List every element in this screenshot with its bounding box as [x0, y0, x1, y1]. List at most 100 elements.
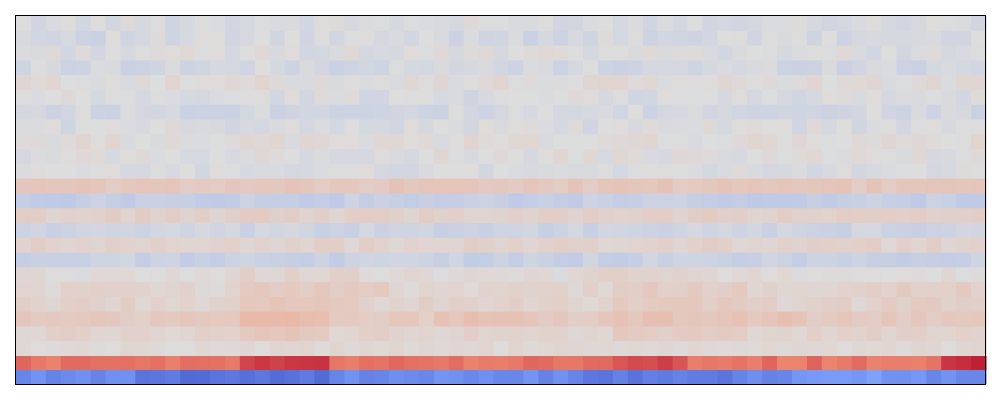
- heatmap-cell: [926, 282, 942, 298]
- heatmap-cell: [463, 208, 480, 224]
- heatmap-cell: [956, 222, 972, 239]
- heatmap-cell: [881, 222, 898, 239]
- heatmap-cell: [45, 178, 62, 194]
- heatmap-cell: [374, 45, 390, 61]
- heatmap-cell: [224, 45, 241, 61]
- heatmap-cell: [657, 30, 674, 47]
- heatmap-cell: [269, 282, 286, 298]
- heatmap-cell: [210, 45, 226, 61]
- heatmap-cell: [478, 282, 495, 298]
- heatmap-cell: [717, 178, 733, 194]
- heatmap-cell: [538, 119, 554, 135]
- heatmap-cell: [702, 119, 718, 135]
- heatmap-cell: [239, 208, 256, 224]
- heatmap-cell: [314, 370, 330, 385]
- heatmap-cell: [150, 75, 166, 91]
- heatmap-cell: [433, 341, 450, 357]
- heatmap-cell: [329, 252, 345, 268]
- heatmap-cell: [911, 326, 927, 342]
- heatmap-cell: [553, 104, 569, 121]
- heatmap-cell: [284, 104, 301, 121]
- heatmap-cell: [224, 252, 241, 268]
- heatmap-cell: [777, 341, 793, 357]
- heatmap-cell: [135, 60, 151, 76]
- heatmap-cell: [866, 193, 883, 209]
- heatmap-cell: [762, 45, 778, 61]
- heatmap-cell: [344, 16, 360, 32]
- heatmap-cell: [732, 45, 748, 61]
- heatmap-cell: [45, 89, 62, 106]
- heatmap-cell: [657, 119, 674, 135]
- heatmap-cell: [642, 134, 659, 150]
- heatmap-cell: [433, 237, 450, 254]
- heatmap-cell: [508, 341, 524, 357]
- heatmap-cell: [299, 60, 316, 76]
- heatmap-cell: [523, 16, 539, 32]
- heatmap-cell: [90, 104, 107, 121]
- heatmap-cell: [180, 208, 196, 224]
- heatmap-cell: [344, 89, 360, 106]
- heatmap-cell: [433, 134, 450, 150]
- heatmap-cell: [896, 16, 912, 32]
- heatmap-cell: [657, 178, 674, 194]
- heatmap-cell: [806, 16, 823, 32]
- heatmap-cell: [777, 296, 793, 313]
- heatmap-cell: [418, 326, 435, 342]
- heatmap-cell: [792, 149, 808, 165]
- heatmap-cell: [806, 341, 823, 357]
- heatmap-cell: [508, 149, 524, 165]
- heatmap-cell: [314, 208, 330, 224]
- heatmap-cell: [627, 296, 644, 313]
- heatmap-cell: [60, 370, 77, 385]
- heatmap-cell: [568, 296, 584, 313]
- heatmap-cell: [314, 222, 330, 239]
- heatmap-cell: [598, 16, 614, 32]
- heatmap-cell: [195, 252, 211, 268]
- heatmap-cell: [583, 163, 599, 180]
- heatmap-cell: [254, 252, 271, 268]
- heatmap-cell: [195, 208, 211, 224]
- heatmap-cell: [687, 326, 704, 342]
- heatmap-cell: [612, 16, 629, 32]
- heatmap-cell: [344, 119, 360, 135]
- heatmap-cell: [583, 208, 599, 224]
- heatmap-cell: [165, 341, 181, 357]
- heatmap-cell: [806, 208, 823, 224]
- heatmap-cell: [210, 163, 226, 180]
- heatmap-cell: [747, 311, 763, 328]
- heatmap-cell: [747, 89, 763, 106]
- heatmap-cell: [16, 193, 32, 209]
- heatmap-cell: [210, 296, 226, 313]
- heatmap-cell: [941, 341, 957, 357]
- heatmap-cell: [911, 341, 927, 357]
- heatmap-cell: [702, 296, 718, 313]
- heatmap-cell: [642, 296, 659, 313]
- heatmap-cell: [806, 193, 823, 209]
- heatmap-cell: [881, 30, 898, 47]
- heatmap-cell: [687, 45, 704, 61]
- heatmap-cell: [687, 178, 704, 194]
- heatmap-cell: [806, 311, 823, 328]
- heatmap-cell: [374, 341, 390, 357]
- heatmap-cell: [672, 237, 689, 254]
- heatmap-cell: [806, 222, 823, 239]
- heatmap-cell: [941, 45, 957, 61]
- heatmap-cell: [806, 134, 823, 150]
- heatmap-cell: [792, 282, 808, 298]
- heatmap-cell: [150, 16, 166, 32]
- heatmap-cell: [359, 370, 375, 385]
- heatmap-cell: [180, 163, 196, 180]
- heatmap-cell: [105, 296, 122, 313]
- heatmap-cell: [329, 296, 345, 313]
- heatmap-cell: [896, 178, 912, 194]
- heatmap-cell: [956, 119, 972, 135]
- heatmap-cell: [657, 267, 674, 283]
- heatmap-cell: [926, 370, 942, 385]
- heatmap-cell: [135, 149, 151, 165]
- heatmap-cell: [777, 104, 793, 121]
- heatmap-cell: [806, 370, 823, 385]
- heatmap-cell: [762, 208, 778, 224]
- heatmap-cell: [463, 45, 480, 61]
- heatmap-cell: [150, 134, 166, 150]
- heatmap-cell: [732, 119, 748, 135]
